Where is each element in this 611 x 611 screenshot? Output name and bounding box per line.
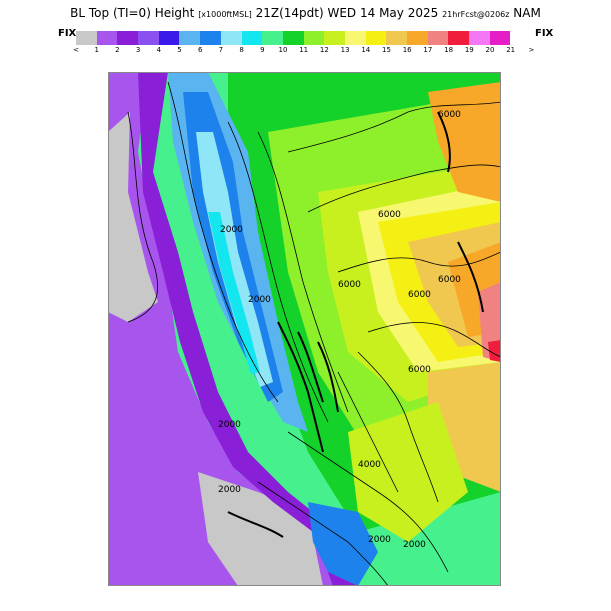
scale-swatch bbox=[427, 31, 449, 45]
fix-right-label: FIX bbox=[535, 28, 554, 39]
coastal-gray bbox=[108, 112, 158, 322]
scale-tick-label: 17 bbox=[423, 46, 433, 54]
contour-label: 4000 bbox=[358, 460, 381, 470]
ocean bbox=[108, 72, 338, 586]
valley-cyan-core bbox=[208, 212, 260, 374]
region-orange bbox=[428, 82, 501, 202]
scale-swatch bbox=[469, 31, 490, 45]
scale-tick-label: > bbox=[528, 46, 535, 54]
scale-tick-label: 7 bbox=[218, 46, 224, 54]
scale-swatch bbox=[241, 31, 263, 45]
map-title: BL Top (TI=0) Height [x1000ftMSL] 21Z(14… bbox=[0, 6, 611, 20]
title-main: BL Top (TI=0) Height bbox=[70, 6, 195, 20]
contour-label: 2000 bbox=[248, 295, 271, 305]
contour-label: 6000 bbox=[378, 210, 401, 220]
title-valid: 21Z(14pdt) WED 14 May 2025 bbox=[255, 6, 439, 20]
contour-label: 2000 bbox=[218, 420, 241, 430]
scale-tick-label: 9 bbox=[260, 46, 265, 54]
scale-swatch bbox=[138, 31, 159, 45]
valley-cyan bbox=[196, 132, 273, 387]
scale-swatch bbox=[179, 31, 201, 45]
scale-tick-label: 6 bbox=[197, 46, 203, 54]
scale-swatch bbox=[262, 31, 283, 45]
fix-left-label: FIX bbox=[58, 28, 77, 39]
scale-tick-label: 16 bbox=[402, 46, 412, 54]
scale-swatch bbox=[282, 31, 304, 45]
contour-label: 2000 bbox=[220, 225, 243, 235]
scale-tick-label: 12 bbox=[319, 46, 329, 54]
scale-tick-label: 10 bbox=[278, 46, 288, 54]
contour-label: 6000 bbox=[438, 110, 461, 120]
scale-swatch bbox=[365, 31, 387, 45]
scale-swatch bbox=[324, 31, 345, 45]
contour-label: 6000 bbox=[408, 365, 431, 375]
scale-swatch bbox=[220, 31, 242, 45]
scale-tick-label: 19 bbox=[464, 46, 474, 54]
scale-tick-label: 8 bbox=[239, 46, 244, 54]
scale-swatch bbox=[489, 31, 511, 45]
title-units: [x1000ftMSL] bbox=[198, 10, 252, 19]
scale-tick-label: 14 bbox=[361, 46, 371, 54]
scale-tick-label: 13 bbox=[340, 46, 350, 54]
scale-swatch bbox=[407, 31, 428, 45]
contour-label: 6000 bbox=[408, 290, 431, 300]
scale-swatch bbox=[344, 31, 366, 45]
title-fcst: 21hrFcst@0206z bbox=[442, 10, 510, 19]
scale-swatch bbox=[303, 31, 325, 45]
scale-swatch bbox=[448, 31, 470, 45]
scale-tick-label: 2 bbox=[115, 46, 120, 54]
scale-tick-label: 21 bbox=[506, 46, 516, 54]
contour-label: 2000 bbox=[368, 535, 391, 545]
scale-tick-label: 5 bbox=[177, 46, 182, 54]
scale-swatch bbox=[158, 31, 180, 45]
color-scale bbox=[76, 31, 511, 45]
scale-tick-label: 3 bbox=[135, 46, 141, 54]
contour-label: 2000 bbox=[218, 485, 241, 495]
scale-swatch bbox=[386, 31, 407, 45]
color-scale-ticks: <1 2 3 4 5 6 7 8 9 10 11 12 13 14 15 16 17 18 19 20 21 > bbox=[73, 46, 536, 56]
scale-tick-label: 15 bbox=[382, 46, 391, 54]
scale-tick-label: < bbox=[73, 46, 79, 54]
title-model: NAM bbox=[513, 6, 541, 20]
contour-label: 2000 bbox=[403, 540, 426, 550]
scale-swatch bbox=[200, 31, 221, 45]
coastal-gray-south bbox=[198, 472, 323, 586]
scale-swatch bbox=[76, 31, 97, 45]
scale-swatch bbox=[96, 31, 118, 45]
scale-tick-label: 1 bbox=[94, 46, 99, 54]
scale-tick-label: 11 bbox=[299, 46, 309, 54]
scale-tick-label: 18 bbox=[444, 46, 454, 54]
scale-tick-label: 20 bbox=[485, 46, 495, 54]
scale-tick-label: 4 bbox=[156, 46, 162, 54]
height-map: 6000 6000 6000 6000 6000 2000 2000 2000 … bbox=[108, 72, 501, 586]
contour-label: 6000 bbox=[338, 280, 361, 290]
region-south-yellow bbox=[348, 402, 468, 542]
region-red bbox=[488, 340, 501, 362]
south-basin-blue bbox=[308, 502, 378, 586]
scale-swatch bbox=[117, 31, 139, 45]
contour-label: 6000 bbox=[438, 275, 461, 285]
